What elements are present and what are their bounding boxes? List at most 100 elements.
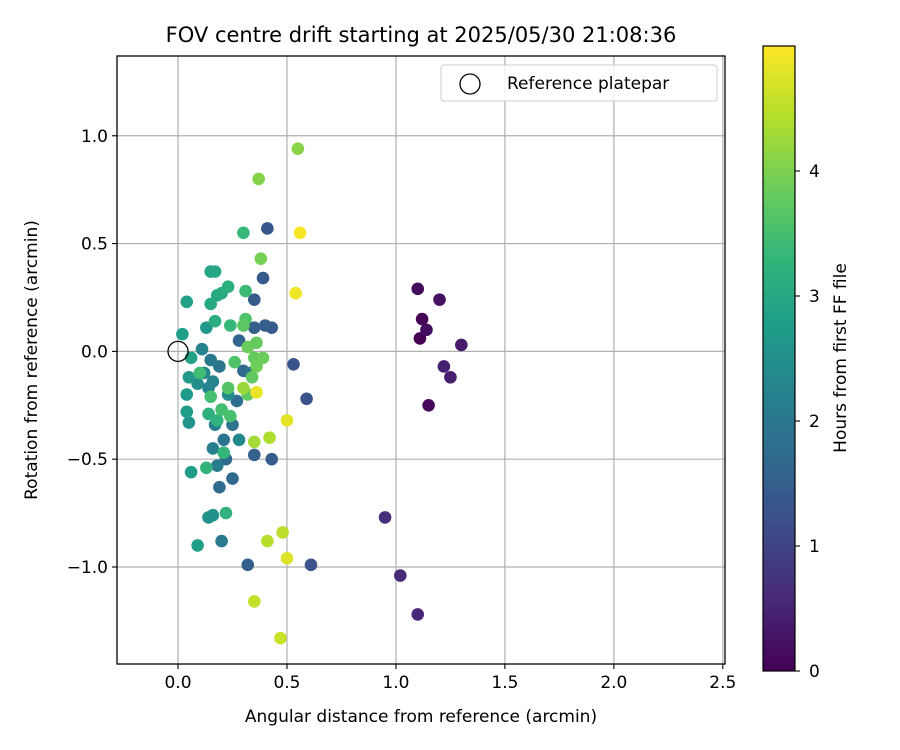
data-point (247, 595, 261, 608)
data-point (206, 508, 220, 522)
data-point (411, 282, 425, 296)
data-point (237, 226, 250, 240)
reference-platepar-marker (167, 340, 189, 363)
data-point (241, 558, 255, 572)
data-point (221, 280, 235, 293)
data-point (182, 370, 196, 384)
x-tick-label: 1.5 (491, 673, 518, 693)
data-point (291, 142, 305, 156)
data-point (256, 351, 270, 365)
data-point (304, 558, 318, 572)
gridlines (117, 56, 725, 664)
x-tick-label: 0.5 (273, 673, 300, 693)
data-point (239, 284, 252, 298)
reference-marker-layer (167, 340, 189, 363)
data-point (184, 465, 198, 479)
legend-reference-marker (459, 73, 481, 95)
data-point (280, 552, 294, 565)
colorbar-label: Hours from first FF file (831, 263, 851, 453)
x-tick-label: 0.0 (164, 673, 191, 693)
data-point (206, 375, 220, 388)
colorbar-tick-label: 3 (809, 287, 820, 307)
data-point (202, 407, 215, 421)
data-point (261, 534, 274, 548)
colorbar (762, 45, 796, 672)
data-point (204, 297, 218, 311)
data-point (210, 459, 224, 472)
data-point (254, 252, 268, 265)
data-point (247, 321, 261, 334)
data-point (215, 534, 228, 548)
data-point (276, 526, 289, 539)
data-point (237, 319, 250, 332)
data-point (191, 377, 204, 391)
x-axis-ticks: 0.0 0.5 1.0 1.5 2.0 2.5 (164, 664, 736, 693)
data-point (437, 360, 451, 373)
y-tick-label: −1.0 (67, 558, 108, 578)
data-point (247, 448, 261, 462)
data-point (274, 631, 287, 645)
legend-box (440, 64, 718, 102)
data-point (256, 271, 270, 285)
data-point (413, 332, 427, 345)
data-point (191, 539, 204, 552)
data-point (180, 405, 194, 419)
data-point (289, 286, 302, 300)
data-point (224, 319, 237, 332)
data-point (455, 338, 468, 352)
data-point (232, 433, 246, 447)
data-point (182, 416, 196, 429)
x-tick-label: 2.5 (709, 673, 736, 693)
data-point (252, 172, 265, 186)
y-tick-label: 1.0 (81, 127, 108, 147)
plot-frame (116, 55, 726, 665)
data-point (206, 442, 220, 455)
y-tick-label: 0.5 (81, 235, 108, 255)
data-point (247, 293, 261, 306)
chart-title: FOV centre drift starting at 2025/05/30 … (166, 23, 677, 47)
data-point (300, 392, 313, 406)
data-point (200, 461, 213, 475)
data-point (180, 295, 194, 309)
data-point (200, 321, 213, 334)
data-point (184, 351, 198, 365)
data-point (230, 394, 244, 408)
data-point (232, 334, 246, 347)
data-point (215, 403, 228, 416)
data-point (415, 312, 429, 326)
y-axis-label: Rotation from reference (arcmin) (22, 220, 42, 500)
data-point (208, 265, 222, 278)
data-point (195, 342, 209, 356)
data-point (241, 340, 255, 354)
colorbar-tick-label: 4 (809, 162, 820, 182)
data-points (176, 142, 468, 645)
colorbar-tick-label: 0 (809, 662, 820, 682)
data-point (444, 370, 457, 384)
data-point (217, 446, 231, 460)
data-point (293, 226, 307, 240)
data-point (213, 360, 226, 373)
x-tick-label: 1.0 (382, 673, 409, 693)
data-point (237, 381, 250, 395)
data-point (228, 355, 241, 369)
data-point (213, 480, 226, 494)
data-point (378, 511, 392, 524)
data-point (204, 390, 218, 403)
data-point (258, 319, 272, 332)
data-point (250, 386, 263, 399)
data-point (247, 435, 261, 449)
data-point (393, 569, 407, 582)
x-axis-label: Angular distance from reference (arcmin) (245, 707, 597, 727)
data-point (180, 388, 194, 401)
data-point (263, 431, 276, 444)
colorbar-tick-label: 1 (809, 537, 820, 557)
legend: Reference platepar (440, 64, 718, 102)
legend-entry-reference-platepar: Reference platepar (507, 74, 669, 94)
data-point (208, 314, 222, 328)
y-tick-label: 0.0 (81, 342, 108, 362)
y-axis-ticks: −1.0 −0.5 0.0 0.5 1.0 (67, 127, 117, 578)
data-point (210, 414, 224, 427)
data-point (422, 398, 435, 412)
data-point (226, 472, 239, 485)
